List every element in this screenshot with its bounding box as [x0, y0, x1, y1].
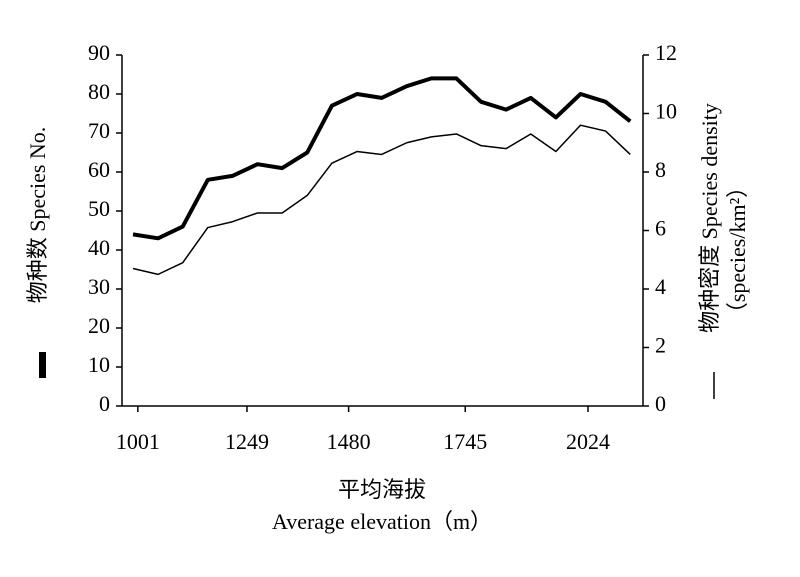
- y-tick-label: 0: [99, 391, 110, 416]
- y2-tick-label: 2: [655, 333, 666, 358]
- x-tick-label: 1249: [225, 429, 269, 454]
- series-line: [132, 76, 632, 241]
- y-tick-label: 90: [88, 40, 110, 65]
- y2-axis-unit: （species/km²）: [725, 176, 750, 324]
- y-tick-label: 80: [88, 79, 110, 104]
- y-tick-label: 50: [88, 196, 110, 221]
- legend-thick-line: [39, 352, 46, 378]
- y2-tick-label: 10: [655, 99, 677, 124]
- y-tick-label: 70: [88, 118, 110, 143]
- x-tick-label: 1480: [327, 429, 371, 454]
- x-tick-label: 1001: [116, 429, 160, 454]
- y-tick-label: 40: [88, 235, 110, 260]
- y-tick-label: 60: [88, 157, 110, 182]
- y-tick-label: 30: [88, 274, 110, 299]
- x-tick-label: 2024: [566, 429, 610, 454]
- y2-tick-label: 6: [655, 216, 666, 241]
- y-tick-label: 10: [88, 352, 110, 377]
- y2-tick-label: 4: [655, 274, 666, 299]
- y2-tick-label: 12: [655, 40, 677, 65]
- y2-axis-label: 物种密度 Species density: [697, 103, 722, 333]
- x-tick-label: 1745: [443, 429, 487, 454]
- y-axis-label: 物种数 Species No.: [25, 127, 50, 304]
- x-axis-label: 平均海拔: [338, 477, 426, 502]
- x-axis-label-en: Average elevation（m）: [272, 509, 492, 534]
- y2-tick-label: 8: [655, 157, 666, 182]
- y-tick-label: 20: [88, 313, 110, 338]
- series-line: [132, 124, 631, 276]
- y2-tick-label: 0: [655, 391, 666, 416]
